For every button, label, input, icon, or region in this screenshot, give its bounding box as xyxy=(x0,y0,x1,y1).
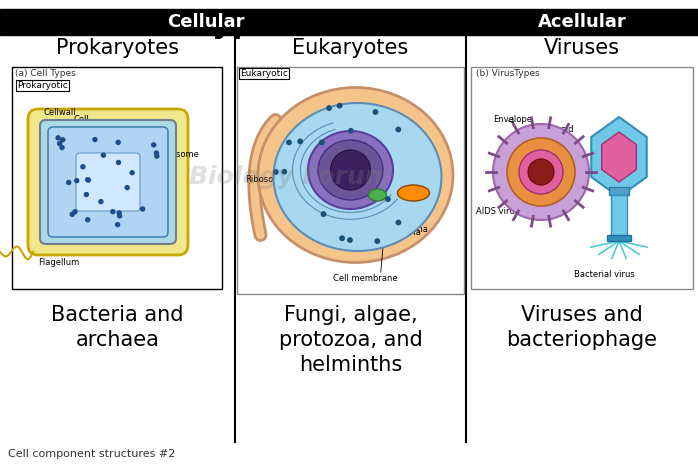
Bar xyxy=(0,9,698,35)
Circle shape xyxy=(287,140,291,145)
Text: Prokaryotes: Prokaryotes xyxy=(56,38,179,58)
Text: Biology Forum: Biology Forum xyxy=(189,165,391,189)
Text: Mitochondria: Mitochondria xyxy=(366,228,421,237)
Text: Acellular: Acellular xyxy=(537,13,626,31)
Text: Types of Microbes: Types of Microbes xyxy=(195,10,503,39)
Text: Chromosome: Chromosome xyxy=(126,150,199,185)
Circle shape xyxy=(282,170,286,174)
Circle shape xyxy=(321,212,326,216)
Circle shape xyxy=(86,177,89,182)
Ellipse shape xyxy=(308,131,393,209)
Circle shape xyxy=(396,220,401,225)
Text: Fungi, algae,
protozoa, and
helminths: Fungi, algae, protozoa, and helminths xyxy=(279,305,422,375)
Polygon shape xyxy=(591,117,647,197)
Circle shape xyxy=(93,138,97,142)
Text: (b) VirusTypes: (b) VirusTypes xyxy=(476,69,540,78)
Circle shape xyxy=(396,127,401,132)
Circle shape xyxy=(87,178,91,182)
FancyBboxPatch shape xyxy=(28,109,188,255)
Circle shape xyxy=(274,170,278,174)
Ellipse shape xyxy=(258,87,453,262)
Circle shape xyxy=(320,140,324,145)
Circle shape xyxy=(61,138,65,142)
Bar xyxy=(12,67,222,289)
Bar xyxy=(611,195,627,237)
Ellipse shape xyxy=(318,140,383,200)
FancyBboxPatch shape xyxy=(40,120,176,244)
Ellipse shape xyxy=(274,103,442,251)
Text: Viruses and
bacteriophage: Viruses and bacteriophage xyxy=(507,305,658,350)
Bar xyxy=(471,67,693,289)
Text: (a) Cell Types: (a) Cell Types xyxy=(15,69,76,78)
Bar xyxy=(607,235,631,241)
Circle shape xyxy=(73,210,77,214)
Circle shape xyxy=(125,185,129,190)
Circle shape xyxy=(140,207,144,211)
Circle shape xyxy=(340,236,344,241)
Text: Capsid: Capsid xyxy=(546,125,574,134)
Text: Bacteria and
archaea: Bacteria and archaea xyxy=(51,305,184,350)
Polygon shape xyxy=(602,132,637,182)
Text: Nucleus: Nucleus xyxy=(334,123,367,132)
Text: Bacterial virus: Bacterial virus xyxy=(574,270,634,279)
Circle shape xyxy=(155,154,159,158)
Text: Eukaryotic: Eukaryotic xyxy=(240,69,288,78)
Text: Cell component structures #2: Cell component structures #2 xyxy=(8,449,175,459)
Circle shape xyxy=(60,146,64,149)
Ellipse shape xyxy=(369,189,387,201)
Circle shape xyxy=(118,214,121,218)
Circle shape xyxy=(56,136,60,140)
Circle shape xyxy=(151,143,156,147)
Circle shape xyxy=(116,141,120,144)
Text: Cell
membrane: Cell membrane xyxy=(73,115,119,134)
Circle shape xyxy=(375,239,380,243)
Circle shape xyxy=(507,138,575,206)
Circle shape xyxy=(519,150,563,194)
Text: Ribosomes: Ribosomes xyxy=(245,176,291,184)
Text: Prokaryotic: Prokaryotic xyxy=(17,81,68,90)
Circle shape xyxy=(130,171,134,175)
Text: Cellular: Cellular xyxy=(168,13,245,31)
Text: Cellwall: Cellwall xyxy=(43,108,75,117)
FancyBboxPatch shape xyxy=(48,127,168,237)
Circle shape xyxy=(327,106,332,110)
Circle shape xyxy=(337,104,342,108)
Circle shape xyxy=(111,210,115,213)
Circle shape xyxy=(117,211,121,215)
Circle shape xyxy=(84,192,89,197)
Text: Mitochondria: Mitochondria xyxy=(373,225,429,234)
Circle shape xyxy=(117,161,121,164)
Circle shape xyxy=(70,212,74,216)
Circle shape xyxy=(373,110,378,114)
Text: AIDS virus: AIDS virus xyxy=(476,207,519,216)
Bar xyxy=(237,67,464,294)
Circle shape xyxy=(154,151,158,155)
Circle shape xyxy=(330,150,371,190)
Text: Nucleus: Nucleus xyxy=(325,213,359,235)
Ellipse shape xyxy=(397,185,429,201)
Text: Eukaryotes: Eukaryotes xyxy=(292,38,408,58)
Circle shape xyxy=(116,223,119,226)
Circle shape xyxy=(81,165,85,169)
Text: Envelope: Envelope xyxy=(493,115,532,124)
Circle shape xyxy=(99,199,103,204)
Text: Nucleic
acid: Nucleic acid xyxy=(549,164,580,184)
Bar xyxy=(609,187,629,195)
Circle shape xyxy=(386,197,390,201)
Circle shape xyxy=(348,238,352,242)
Text: Flagellum: Flagellum xyxy=(38,258,80,267)
Circle shape xyxy=(57,142,61,146)
Text: Cell membrane: Cell membrane xyxy=(333,274,398,283)
Text: Viruses: Viruses xyxy=(544,38,620,58)
Text: Ribosomes: Ribosomes xyxy=(43,165,89,174)
Circle shape xyxy=(67,180,70,184)
Circle shape xyxy=(298,139,302,143)
Circle shape xyxy=(349,128,353,133)
FancyBboxPatch shape xyxy=(76,153,140,211)
Circle shape xyxy=(86,218,89,222)
Circle shape xyxy=(101,153,105,157)
Circle shape xyxy=(528,159,554,185)
Circle shape xyxy=(493,124,589,220)
Circle shape xyxy=(75,179,79,183)
